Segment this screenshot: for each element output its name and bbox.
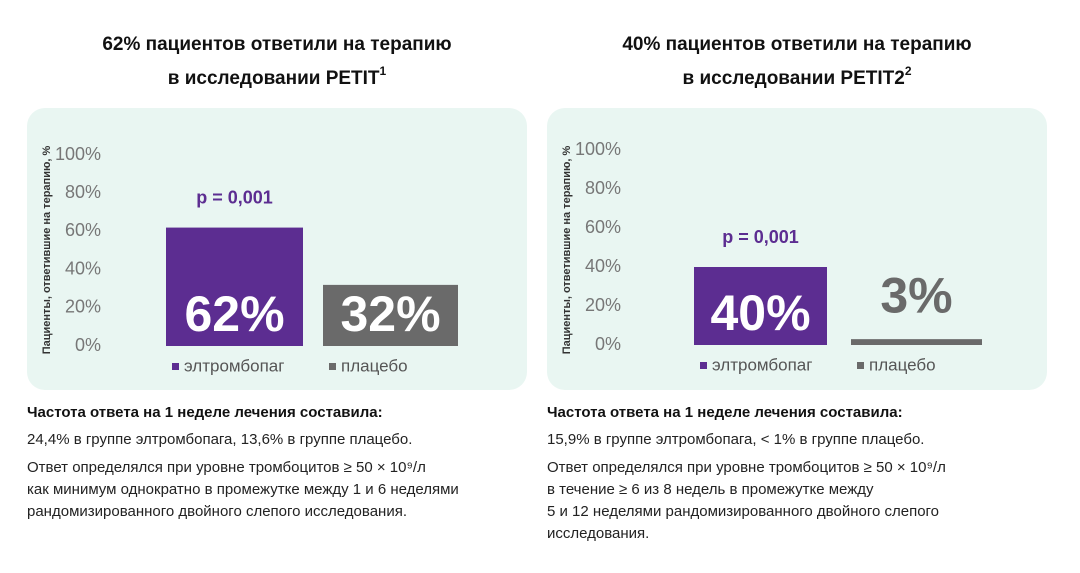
note-line: исследования. (547, 525, 649, 542)
note-line: в течение ≥ 6 из 8 недель в промежутке м… (547, 481, 874, 498)
bar (166, 227, 303, 346)
bar (694, 267, 827, 345)
y-tick-label: 60% (65, 220, 101, 240)
note-line: рандомизированного двойного слепого иссл… (27, 503, 407, 520)
notes-heading: Частота ответа на 1 неделе лечения соста… (27, 404, 383, 421)
y-tick-label: 40% (585, 256, 621, 276)
y-tick-label: 60% (585, 217, 621, 237)
legend-swatch (857, 362, 864, 369)
y-tick-label: 100% (55, 144, 101, 164)
y-tick-label: 0% (595, 334, 621, 354)
legend-label: плацебо (341, 356, 408, 375)
bar (323, 284, 458, 346)
note-line: Ответ определялся при уровне тромбоцитов… (547, 459, 946, 476)
y-tick-label: 0% (75, 335, 101, 355)
y-tick-label: 20% (585, 295, 621, 315)
y-tick-label: 80% (65, 182, 101, 202)
legend-swatch (700, 362, 707, 369)
chart-title: в исследовании PETIT1 (168, 64, 387, 89)
note-line: 24,4% в группе элтромбопага, 13,6% в гру… (27, 431, 412, 448)
y-tick-label: 20% (65, 297, 101, 317)
value-label: 40% (710, 285, 810, 341)
value-label: 3% (880, 267, 952, 323)
value-label: 62% (184, 286, 284, 342)
value-label: 32% (340, 286, 440, 342)
panel (547, 108, 1047, 390)
title-reference: 1 (380, 64, 387, 78)
note-line: 5 и 12 неделями рандомизированного двойн… (547, 503, 939, 520)
annotation: p = 0,001 (196, 187, 273, 207)
chart-title: в исследовании PETIT22 (682, 64, 911, 89)
note-line: Ответ определялся при уровне тромбоцитов… (27, 459, 426, 476)
title-reference: 2 (905, 64, 912, 78)
notes-heading: Частота ответа на 1 неделе лечения соста… (547, 404, 903, 421)
legend-swatch (329, 363, 336, 370)
y-tick-label: 80% (585, 178, 621, 198)
y-axis-label: Пациенты, ответившие на терапию, % (41, 146, 53, 355)
bar (851, 339, 982, 345)
legend-swatch (172, 363, 179, 370)
legend-label: элтромбопаг (184, 356, 284, 375)
y-tick-label: 40% (65, 258, 101, 278)
chart-title: 62% пациентов ответили на терапию (102, 34, 451, 55)
legend-label: плацебо (869, 355, 936, 374)
y-tick-label: 100% (575, 139, 621, 159)
y-axis-label: Пациенты, ответившие на терапию, % (561, 146, 573, 355)
note-line: как минимум однократно в промежутке межд… (27, 481, 459, 498)
legend-label: элтромбопаг (712, 355, 812, 374)
annotation: p = 0,001 (722, 227, 799, 247)
note-line: 15,9% в группе элтромбопага, < 1% в груп… (547, 431, 924, 448)
chart-title: 40% пациентов ответили на терапию (622, 34, 971, 55)
